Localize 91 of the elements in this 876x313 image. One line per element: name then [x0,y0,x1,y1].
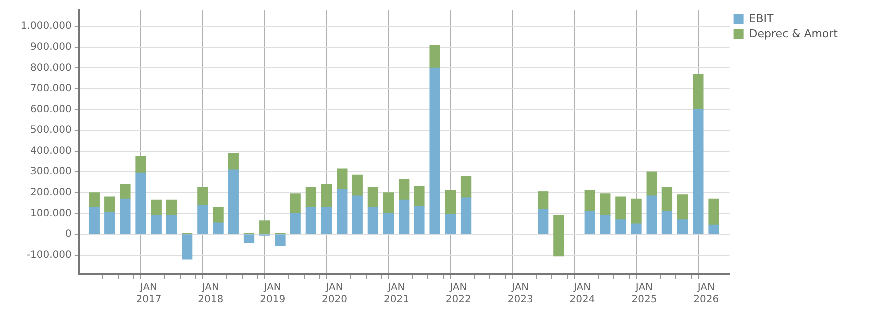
y-tick-label: 100.000 [30,208,72,220]
bar [677,194,688,220]
bar [151,200,162,216]
bar [244,234,255,244]
bar [399,179,410,201]
bar [600,194,611,216]
bar [693,109,704,234]
bar [430,45,440,69]
bar [104,212,116,234]
bar [662,211,673,234]
bar [584,211,596,234]
bar [693,74,704,110]
bar [306,187,317,208]
bar [321,207,332,234]
bar [275,234,286,246]
x-tick-label: JAN 2019 [260,282,286,306]
x-tick-label: JAN 2022 [446,282,472,306]
y-tick-label: 700.000 [30,84,72,95]
y-tick-label: 300.000 [30,166,72,178]
bar [260,220,270,234]
y-tick-label: 200.000 [30,188,72,199]
bar [290,194,301,214]
bar [708,224,720,234]
bar [538,209,549,234]
bar [631,224,642,234]
bar [228,153,239,170]
bar [136,172,146,234]
bar [89,192,100,208]
y-tick-label: 900.000 [30,42,72,54]
bar [321,184,332,208]
bar [120,184,131,200]
bar [414,206,425,234]
bar [677,220,688,234]
x-tick-label: JAN 2020 [322,282,348,306]
bar [290,213,301,234]
bar [198,187,208,206]
bar [708,198,720,226]
bar [337,168,348,190]
y-tick-label: 400.000 [30,146,72,157]
y-tick-label: 1.000.000 [20,21,72,32]
bar [228,170,239,234]
bar [538,192,549,210]
bar [182,234,193,260]
bar [104,196,116,214]
bar [600,215,611,234]
x-tick-label: JAN 2026 [694,282,720,306]
bar [352,196,363,234]
bar [616,220,626,234]
legend-label: Deprec & Amort [749,27,839,40]
bar [554,215,564,257]
bar [430,68,440,234]
y-tick-label: 600.000 [30,104,72,116]
bar [337,189,348,234]
bar [460,198,472,234]
bar [414,186,425,207]
bar [445,214,456,234]
bar [646,172,658,196]
x-tick-label: JAN 2023 [508,282,534,306]
x-tick-label: JAN 2025 [632,282,658,306]
bar [166,200,178,216]
bar [89,207,100,234]
x-tick-label: JAN 2017 [136,282,162,306]
bar [460,176,472,198]
bar [368,187,379,208]
y-tick-label: -100.000 [26,250,72,261]
bar [646,196,658,234]
bar [120,198,131,234]
bar [383,192,394,214]
bar [368,207,379,234]
bar [631,198,642,224]
bar [399,200,410,234]
bar [136,156,146,174]
y-tick-label: 800.000 [30,62,72,74]
x-tick-label: JAN 2018 [198,282,224,306]
x-tick-label: JAN 2021 [384,282,410,306]
bar [306,207,317,234]
bar [213,207,224,224]
bar [198,205,208,234]
bar [445,190,456,216]
bar [151,215,162,234]
y-tick-label: 0 [66,229,72,240]
y-tick-label: 500.000 [30,125,72,136]
bar [584,190,596,212]
bar [616,196,626,220]
bar [662,187,673,212]
bar [383,213,394,234]
legend-label: EBIT [749,12,774,26]
bar [352,174,363,196]
bar [166,215,178,234]
bar [213,222,224,234]
x-tick-label: JAN 2024 [570,282,596,306]
